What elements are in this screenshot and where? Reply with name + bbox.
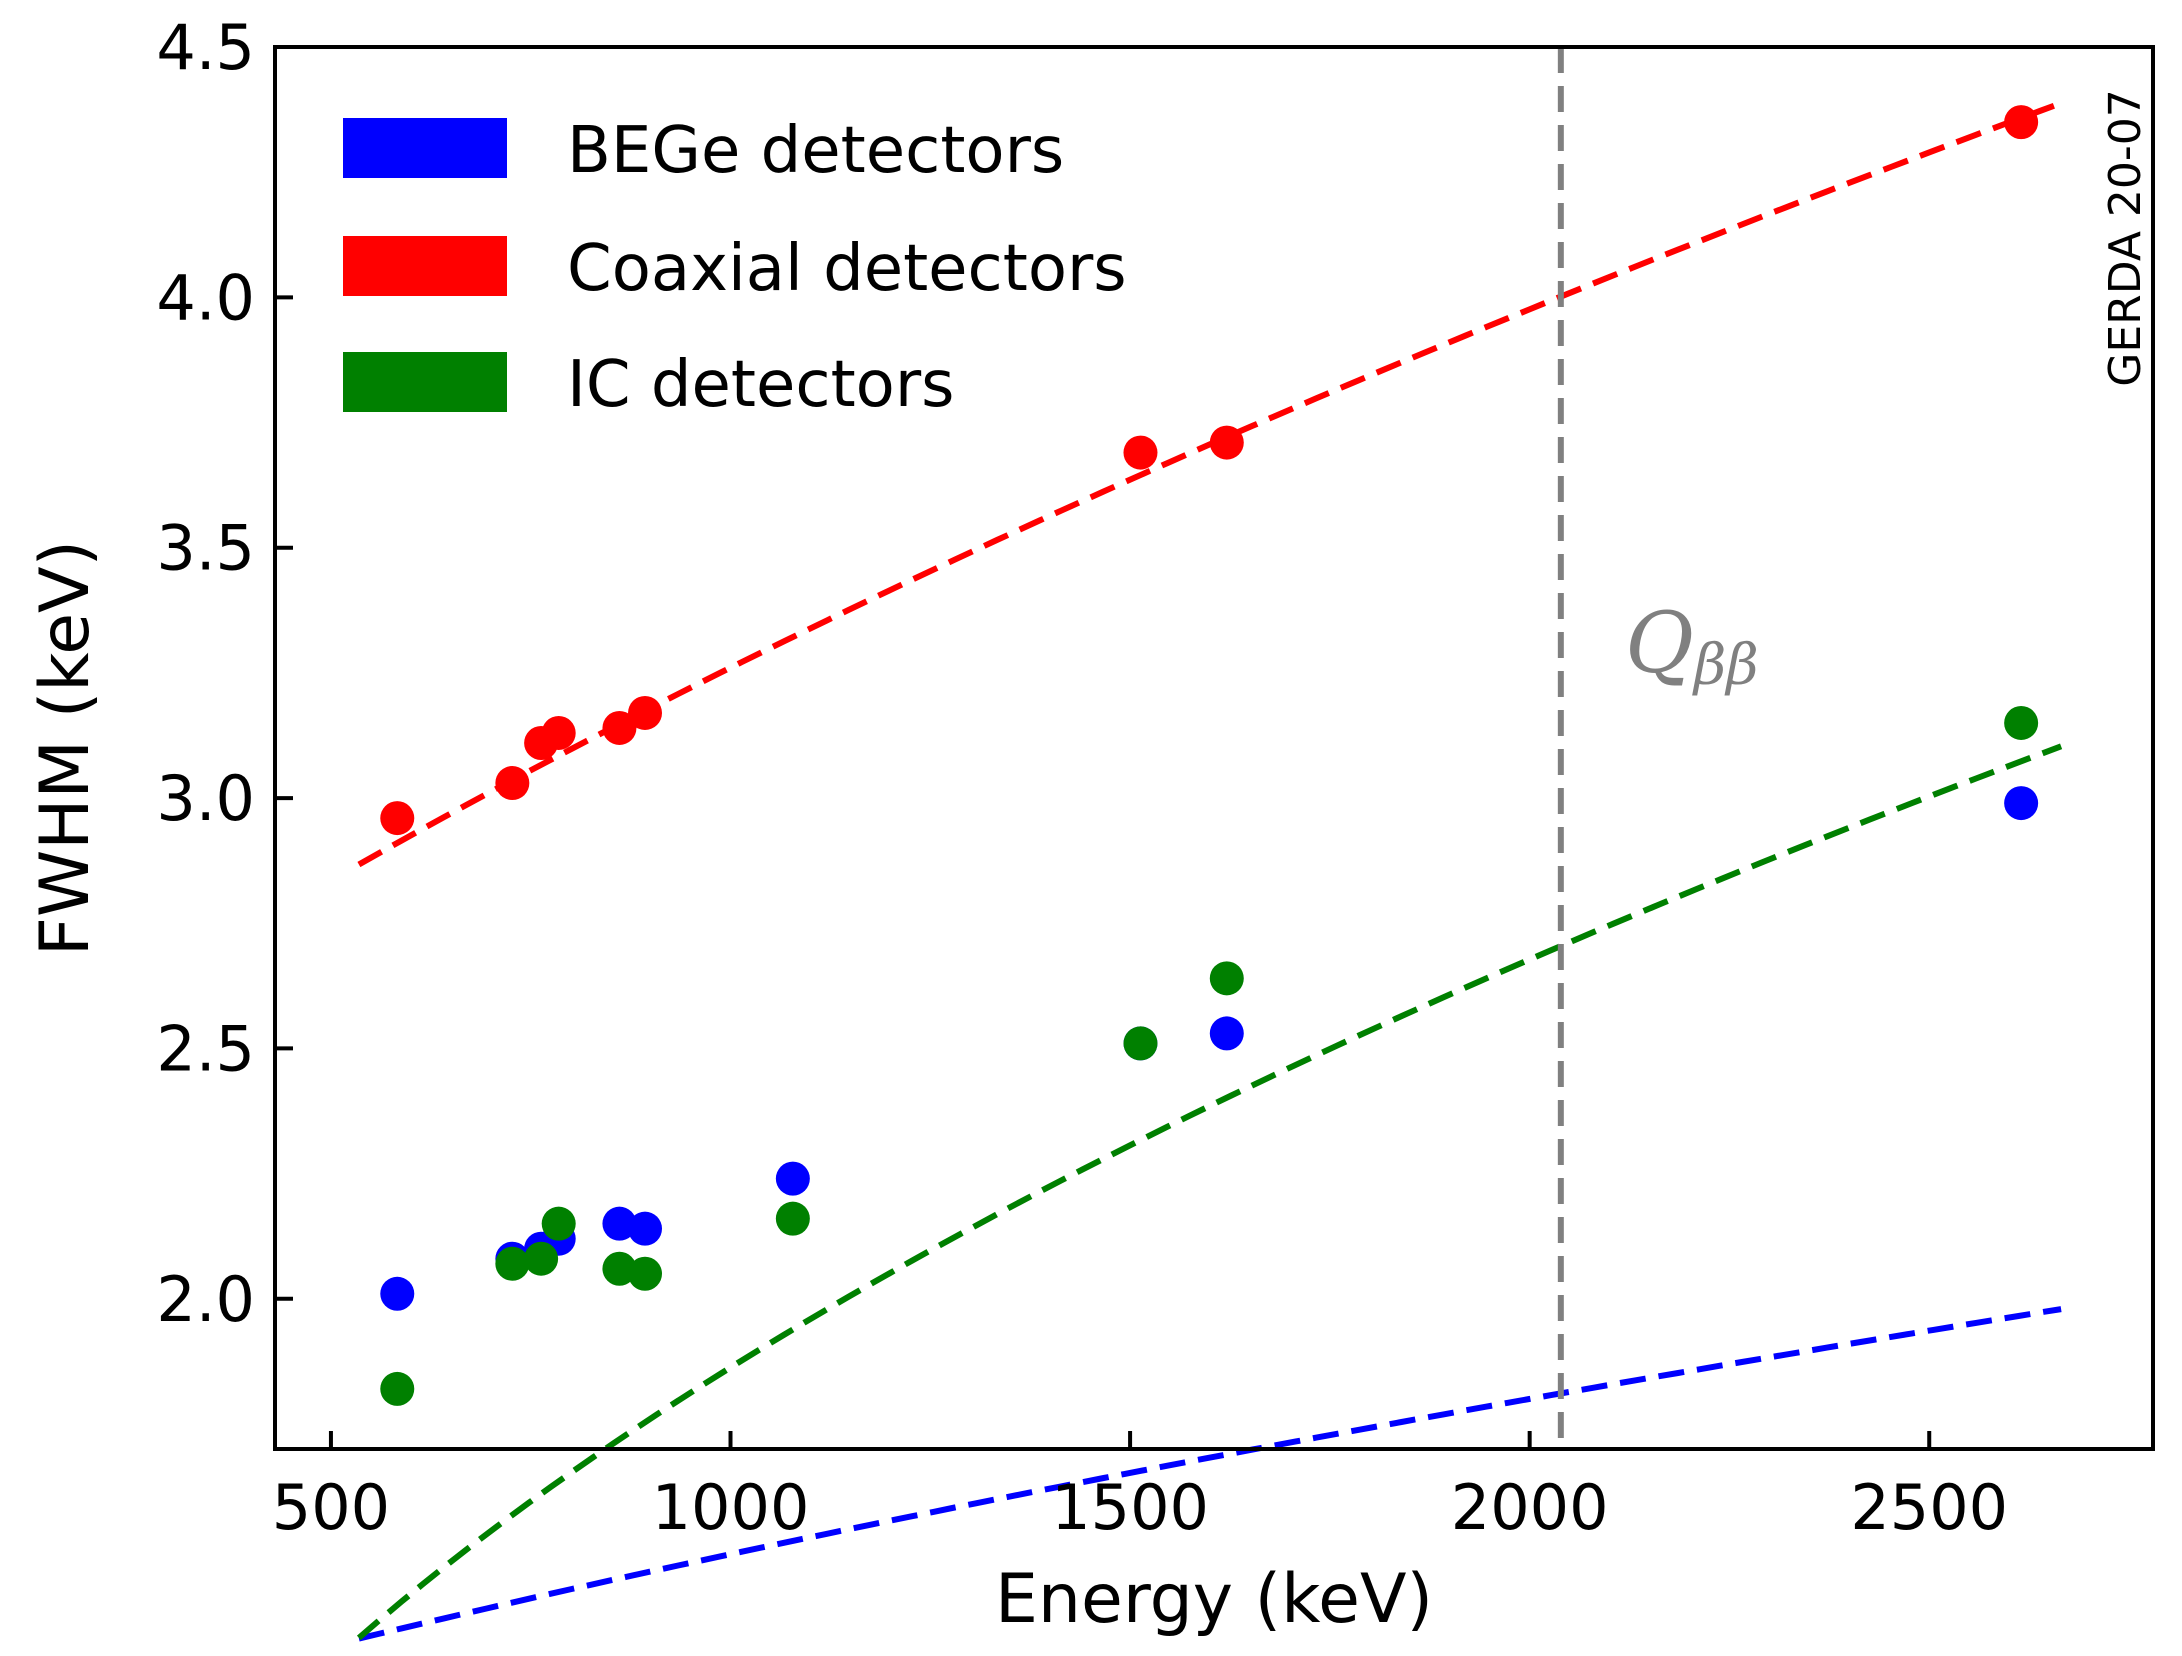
x-tick-label: 500 [272,1471,390,1544]
data-point-coaxial [541,715,576,750]
qbb-label-subscript: ββ [1692,633,1759,698]
y-tick-label: 2.0 [156,1263,255,1336]
legend-swatch-ic [343,352,507,412]
data-point-coaxial [1123,435,1158,470]
y-tick-label: 4.5 [156,11,255,84]
legend-label-ic: IC detectors [567,348,954,422]
data-point-ic [524,1241,559,1276]
qbb-label-q: Q [1625,594,1694,692]
axes-frame [273,45,2155,1451]
x-axis-label: Energy (keV) [995,1560,1433,1639]
data-point-ic [1209,961,1244,996]
legend: BEGe detectors Coaxial detectors IC dete… [343,114,1127,422]
x-tick-label: 1500 [1051,1471,1209,1544]
data-point-ic [1123,1026,1158,1061]
legend-swatch-coaxial [343,236,507,296]
ticks-layer: 500 1000 1500 2000 2500 2.0 2.5 3.0 3.5 4.0 4.5 [156,11,2008,1544]
data-point-ic [2004,705,2039,740]
data-point-coaxial [2004,105,2039,140]
legend-label-coaxial: Coaxial detectors [567,232,1127,306]
data-point-bege [1209,1016,1244,1051]
data-point-coaxial [602,710,637,745]
x-tick-label: 2500 [1850,1471,2008,1544]
data-point-coaxial [380,801,415,836]
gerda-tag: GERDA 20-07 [2100,89,2151,387]
data-point-ic [380,1371,415,1406]
y-tick-label: 4.0 [156,261,255,334]
y-tick-label: 3.0 [156,762,255,835]
data-point-coaxial [628,695,663,730]
y-axis-label: FWHM (keV) [26,540,105,956]
x-tick-label: 2000 [1451,1471,1609,1544]
data-point-coaxial [495,766,530,801]
data-point-bege [602,1206,637,1241]
y-tick-label: 2.5 [156,1012,255,1085]
data-point-bege [2004,786,2039,821]
fit-lines-layer [356,100,2063,1642]
data-point-coaxial [1209,425,1244,460]
fit-line-bege [358,1306,2062,1642]
legend-label-bege: BEGe detectors [567,114,1064,188]
data-point-ic [602,1251,637,1286]
x-tick-label: 1000 [652,1471,810,1544]
data-point-bege [775,1161,810,1196]
legend-swatch-bege [343,118,507,178]
fit-line-ic [356,743,2063,1641]
data-points-layer [380,105,2039,1406]
data-point-bege [628,1211,663,1246]
fit-line-coaxial [357,100,2063,868]
data-point-ic [628,1256,663,1291]
data-point-ic [775,1201,810,1236]
data-point-ic [495,1246,530,1281]
y-tick-label: 3.5 [156,512,255,585]
data-point-bege [380,1276,415,1311]
data-point-ic [541,1206,576,1241]
qbb-label: Qββ [1625,594,1759,698]
